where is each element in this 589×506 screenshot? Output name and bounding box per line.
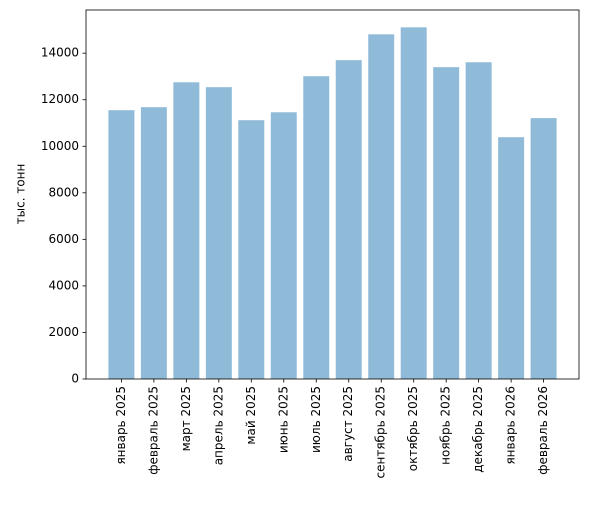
y-tick-label: 2000: [48, 325, 79, 339]
bar: [433, 67, 460, 380]
y-tick-label: 10000: [41, 139, 79, 153]
x-tick-label: январь 2025: [114, 386, 128, 465]
x-tick-label: февраль 2025: [146, 386, 160, 475]
x-tick-label: июль 2025: [309, 386, 323, 453]
bar: [205, 87, 232, 380]
bar: [335, 60, 362, 380]
x-tick-label: март 2025: [179, 386, 193, 451]
bar: [303, 76, 330, 380]
y-tick-label: 6000: [48, 232, 79, 246]
x-tick-label: август 2025: [341, 386, 355, 462]
bar: [140, 107, 167, 380]
bar: [270, 112, 297, 380]
x-tick-label: ноябрь 2025: [439, 386, 453, 465]
bar: [173, 82, 200, 380]
y-axis-label: тыс. тонн: [14, 164, 28, 225]
x-tick-label: май 2025: [244, 386, 258, 445]
x-tick-label: январь 2026: [504, 386, 518, 465]
plot-frame: [85, 9, 580, 380]
bar: [368, 34, 395, 380]
x-tick-label: июнь 2025: [276, 386, 290, 453]
bar: [108, 110, 135, 380]
bar: [465, 62, 492, 380]
x-tick-label: апрель 2025: [211, 386, 225, 465]
bar: [400, 27, 427, 380]
y-tick-label: 14000: [41, 46, 79, 60]
x-tick-label: сентябрь 2025: [374, 386, 388, 478]
x-tick-label: декабрь 2025: [471, 386, 485, 473]
bar: [498, 137, 525, 379]
bar: [530, 118, 557, 379]
y-tick-label: 8000: [48, 185, 79, 199]
bar: [238, 120, 265, 380]
y-tick-label: 12000: [41, 92, 79, 106]
y-tick-label: 0: [71, 372, 79, 386]
x-tick-label: октябрь 2025: [406, 386, 420, 471]
y-tick-label: 4000: [48, 278, 79, 292]
x-tick-label: февраль 2026: [536, 386, 550, 475]
